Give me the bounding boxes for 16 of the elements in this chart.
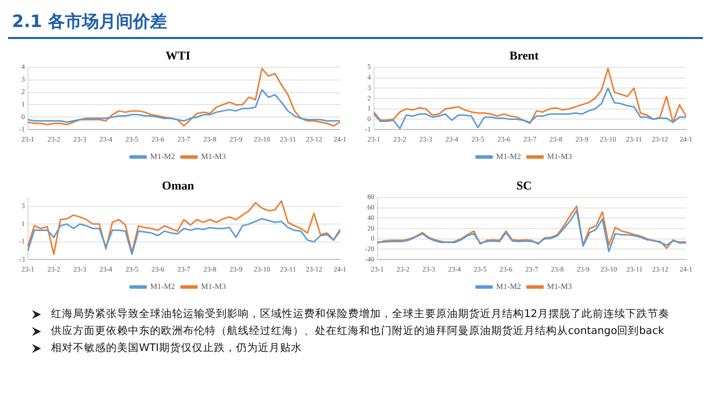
text: 2.1 各市场月间价差 <box>8 8 703 39</box>
legend-label: M1-M2 <box>496 282 521 292</box>
text: 供应方面更依赖中东的欧洲布伦特（航线经过红海）、处在红海和也门附近的迪拜阿曼原油期货近月结构从contango回到back <box>51 324 664 338</box>
legend-label: M1-M3 <box>547 152 572 162</box>
legend-label: M1-M3 <box>201 152 226 162</box>
text: 相对不敏感的美国WTI期货仅仅止跌，仍为近月贴水 <box>51 341 302 355</box>
legend-label: M1-M3 <box>547 282 572 292</box>
legend-label: M1-M2 <box>496 152 521 162</box>
chart-title: SC <box>516 178 532 192</box>
legend-label: M1-M2 <box>150 282 175 292</box>
chart-title: Brent <box>509 48 539 62</box>
text: 红海局势紧张导致全球油轮运输受到影响，区域性运费和保险费增加，全球主要原油期货近月结构12月摆脱了此前连续下跌节奏 <box>51 307 670 321</box>
legend-label: M1-M2 <box>150 152 175 162</box>
chart-title: Oman <box>162 178 194 192</box>
chart-title: WTI <box>166 48 191 62</box>
legend-label: M1-M3 <box>201 282 226 292</box>
